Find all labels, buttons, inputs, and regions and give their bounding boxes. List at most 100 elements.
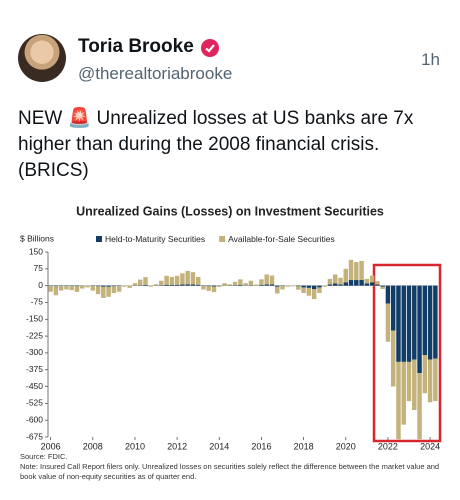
bar-segment xyxy=(95,285,101,287)
bar-segment xyxy=(74,285,80,287)
bar-segment xyxy=(111,286,117,294)
y-tick-label: -300 xyxy=(26,347,43,357)
bar-segment xyxy=(433,358,438,402)
bar-segment xyxy=(232,281,238,286)
bar-segment xyxy=(53,286,59,296)
y-tick-label: 75 xyxy=(34,263,44,273)
bar-segment xyxy=(185,270,190,285)
bar-segment xyxy=(259,284,264,286)
x-tick-label: 2014 xyxy=(209,441,229,451)
y-tick-label: 0 xyxy=(38,280,43,290)
bar-segment xyxy=(174,275,180,285)
x-tick-label: 2018 xyxy=(294,441,314,451)
bar-segment xyxy=(190,272,196,285)
bar-segment xyxy=(396,361,401,440)
bar-segment xyxy=(301,287,306,294)
bar-segment xyxy=(106,286,111,297)
author-name[interactable]: Toria Brooke xyxy=(78,36,194,57)
bar-segment xyxy=(396,285,401,362)
bar-segment xyxy=(132,283,138,286)
x-tick-label: 2006 xyxy=(41,441,61,451)
bar-segment xyxy=(375,281,380,285)
bar-segment xyxy=(385,285,391,304)
legend-swatch xyxy=(219,236,226,242)
bar-segment xyxy=(380,285,385,287)
bar-segment xyxy=(380,286,385,289)
legend-swatch xyxy=(96,236,102,242)
bar-segment xyxy=(74,286,80,292)
bar-segment xyxy=(259,279,264,285)
bar-segment xyxy=(195,276,201,285)
bar-segment xyxy=(332,274,338,284)
bar-segment xyxy=(401,361,406,425)
bar-segment xyxy=(227,284,233,286)
bar-segment xyxy=(185,284,190,286)
bar-segment xyxy=(301,285,306,288)
bar-segment xyxy=(248,280,254,286)
chart: Unrealized Gains (Losses) on Investment … xyxy=(20,204,442,451)
bar-segment xyxy=(206,286,211,291)
bar-segment xyxy=(90,286,96,291)
chart-title: Unrealized Gains (Losses) on Investment … xyxy=(76,204,384,218)
bar-segment xyxy=(327,278,333,285)
x-tick-label: 2010 xyxy=(125,441,145,451)
y-tick-label: -600 xyxy=(26,414,43,424)
note: Note: Insured Call Report filers only. U… xyxy=(20,462,440,481)
bar-segment xyxy=(343,268,349,283)
y-tick-label: -525 xyxy=(26,398,43,408)
bar-segment xyxy=(264,284,269,286)
x-tick-label: 2024 xyxy=(420,441,440,451)
bar-segment xyxy=(143,277,148,285)
bar-segment xyxy=(101,286,106,298)
bar-segment xyxy=(364,283,370,286)
bar-segment xyxy=(390,285,396,331)
bar-segment xyxy=(296,286,301,290)
bar-segment xyxy=(85,285,90,288)
bar-segment xyxy=(116,286,122,292)
legend-label: Available-for-Sale Securities xyxy=(228,234,335,244)
bar-segment xyxy=(417,285,422,374)
bar-segment xyxy=(80,285,85,289)
bar-segment xyxy=(206,285,211,287)
bar-segment xyxy=(422,285,428,356)
bar-segment xyxy=(422,355,428,394)
bar-segment xyxy=(322,285,327,287)
bar-segment xyxy=(338,284,343,286)
bar-segment xyxy=(390,330,396,387)
post-text: NEW 🚨 Unrealized losses at US banks are … xyxy=(18,108,414,181)
bar-segment xyxy=(433,285,438,359)
y-tick-label: -75 xyxy=(31,297,44,307)
bar-segment xyxy=(343,282,349,286)
bar-segment xyxy=(285,285,291,287)
x-tick-label: 2022 xyxy=(378,441,398,451)
bar-segment xyxy=(311,289,317,300)
bar-segment xyxy=(69,286,74,291)
bar-segment xyxy=(148,285,154,287)
y-tick-label: -675 xyxy=(26,431,43,441)
bar-segment xyxy=(264,274,269,285)
bar-segment xyxy=(412,359,417,411)
bar-segment xyxy=(106,285,111,287)
bar-segment xyxy=(164,275,169,285)
bar-segment xyxy=(296,285,301,287)
avatar[interactable] xyxy=(18,34,66,82)
bar-segment xyxy=(269,275,275,285)
bar-segment xyxy=(137,279,143,286)
bar-segment xyxy=(153,284,159,286)
bar-segment xyxy=(412,285,417,360)
bar-segment xyxy=(48,286,53,292)
y-tick-label: 150 xyxy=(29,246,43,256)
bar-segment xyxy=(253,284,259,286)
bar-segment xyxy=(406,361,412,402)
bar-segment xyxy=(180,273,185,285)
bar-segment xyxy=(275,286,280,294)
bar-segment xyxy=(317,287,322,294)
bar-segment xyxy=(174,284,180,286)
bar-segment xyxy=(122,285,127,287)
bar-segment xyxy=(327,284,333,286)
author-handle[interactable]: @therealtoriabrooke xyxy=(78,64,233,83)
y-tick-label: -450 xyxy=(26,381,43,391)
bar-segment xyxy=(385,303,391,342)
bar-segment xyxy=(201,286,206,290)
